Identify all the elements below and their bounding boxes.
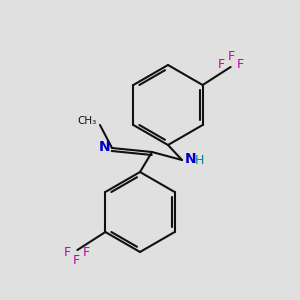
Text: F: F <box>83 247 90 260</box>
Text: CH₃: CH₃ <box>78 116 97 126</box>
Text: F: F <box>73 254 80 268</box>
Text: F: F <box>237 58 244 70</box>
Text: N: N <box>98 140 110 154</box>
Text: N: N <box>185 152 196 166</box>
Text: F: F <box>218 58 225 70</box>
Text: F: F <box>228 50 235 62</box>
Text: H: H <box>195 154 204 167</box>
Text: F: F <box>64 247 71 260</box>
